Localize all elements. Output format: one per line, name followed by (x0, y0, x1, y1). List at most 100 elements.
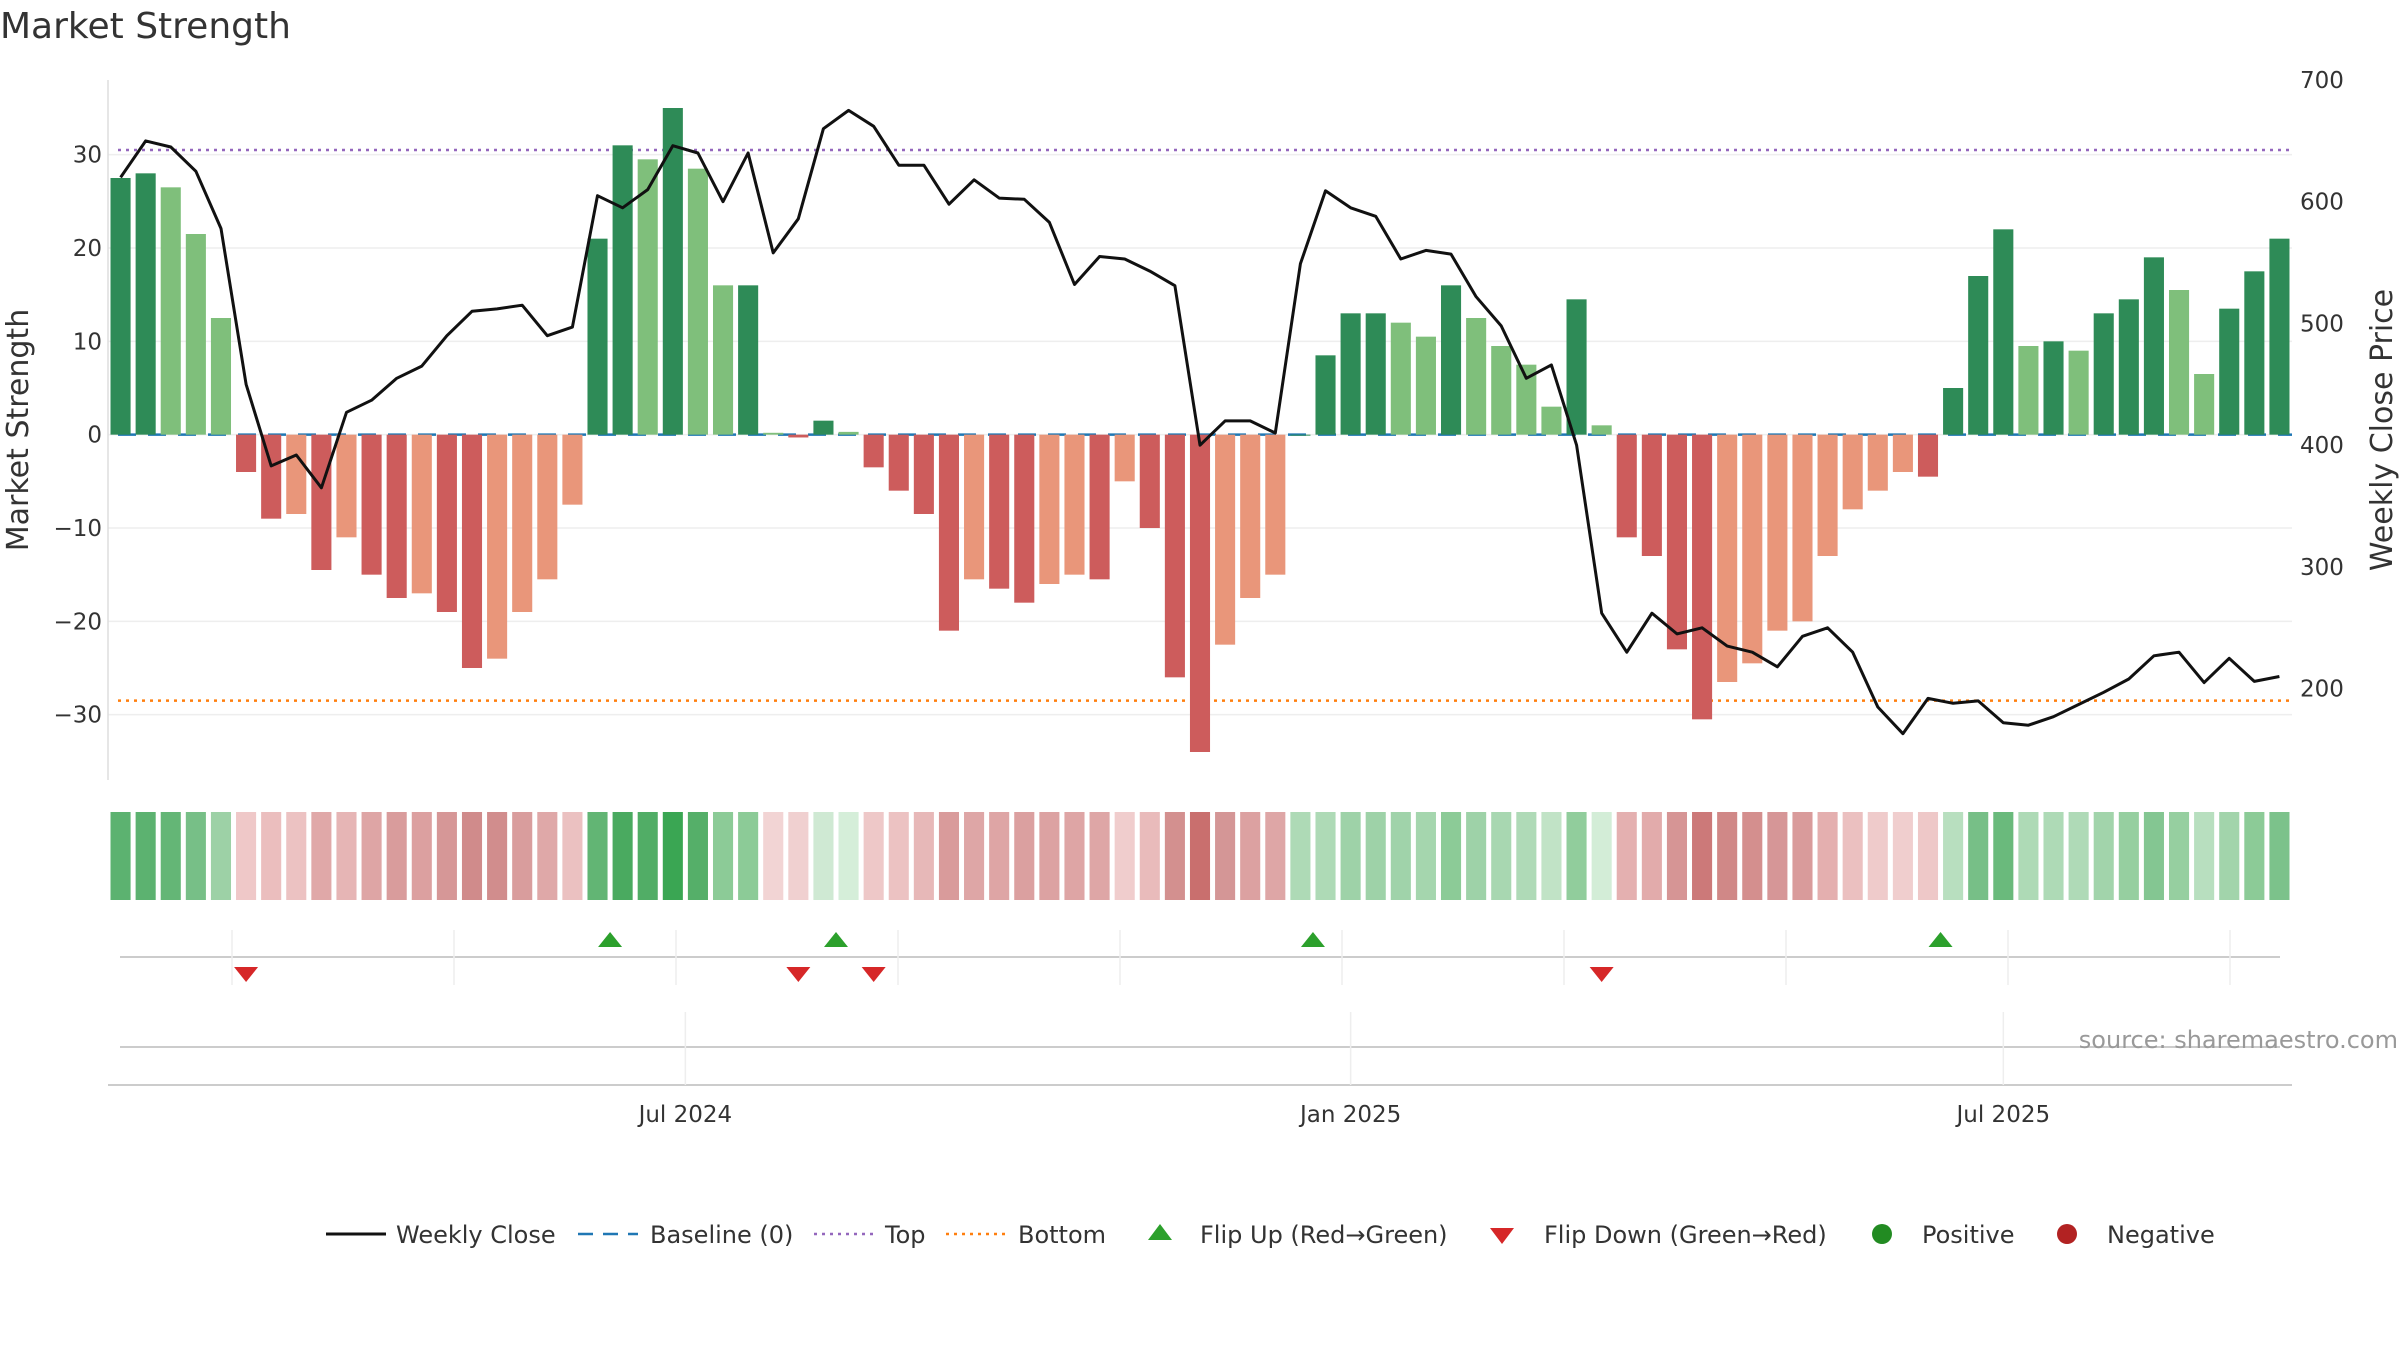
strength-bar (1591, 425, 1612, 435)
strength-bar (562, 434, 583, 505)
legend: Weekly Close Baseline (0) Top Bottom Flip Up… (326, 1221, 2215, 1249)
heat-cell (2194, 812, 2215, 900)
heat-cell (1315, 812, 1336, 900)
heat-cell (1516, 812, 1537, 900)
legend-label-weekly-close: Weekly Close (396, 1221, 556, 1249)
strength-bar (1993, 229, 2014, 435)
legend-swatch-negative (2057, 1224, 2077, 1244)
flip-down-marker (234, 967, 259, 982)
y-right-tick-label: 700 (2300, 68, 2344, 94)
strength-bar (286, 434, 307, 514)
legend-label-baseline: Baseline (0) (650, 1221, 793, 1249)
y-right-tick-label: 300 (2300, 555, 2344, 581)
strength-bar (838, 431, 859, 435)
heat-cell (712, 812, 734, 900)
heat-cell (436, 812, 457, 900)
legend-swatch-flip-up (1148, 1224, 1172, 1240)
strength-bar (738, 285, 759, 435)
strength-bar (863, 434, 884, 468)
heat-cell (1014, 812, 1035, 900)
y-left-tick-label: −20 (53, 609, 102, 635)
legend-label-positive: Positive (1922, 1221, 2015, 1249)
strength-bar (1215, 434, 1236, 645)
strength-bar (411, 434, 432, 594)
heat-cell (1340, 812, 1361, 900)
strength-bar (1415, 336, 1436, 435)
heat-cell (311, 812, 332, 900)
heat-cell (1943, 812, 1964, 900)
legend-label-top: Top (884, 1221, 926, 1249)
y-left-tick-label: 30 (73, 143, 102, 169)
strength-bar (813, 420, 834, 435)
heat-cell (1692, 812, 1713, 900)
y-left-tick-label: −10 (53, 516, 102, 542)
x-axis: Jul 2024 Jan 2025 Jul 2025 (108, 1012, 2292, 1128)
strength-bar (1892, 434, 1913, 472)
heat-cell (1591, 812, 1612, 900)
strength-bar (1064, 434, 1085, 575)
strength-bar (487, 434, 508, 659)
heat-cell (888, 812, 909, 900)
heat-cell (1215, 812, 1236, 900)
strength-bar (261, 434, 282, 519)
heat-cell (1566, 812, 1587, 900)
heat-cell (1767, 812, 1788, 900)
heat-cell (236, 812, 257, 900)
strength-bar (938, 434, 960, 631)
heat-cell (1390, 812, 1411, 900)
flip-up-marker (1300, 932, 1325, 947)
heat-cell (210, 812, 232, 900)
heat-cell (110, 812, 131, 900)
heat-cell (1139, 812, 1160, 900)
flip-down-marker (861, 967, 886, 982)
strength-bar (436, 434, 457, 612)
strength-bar (1692, 434, 1713, 720)
heat-cell (913, 812, 934, 900)
strength-bar (1139, 434, 1160, 528)
source-note: source: sharemaestro.com (2079, 1026, 2398, 1054)
heat-cell (1415, 812, 1436, 900)
heat-cell (1189, 812, 1211, 900)
heat-cell (487, 812, 508, 900)
heat-cell (1993, 812, 2014, 900)
strength-bar (2018, 346, 2039, 435)
strength-bar (1541, 406, 1562, 435)
y-right-tick-label: 600 (2300, 190, 2344, 216)
strength-bar (135, 173, 156, 435)
strength-bar (160, 187, 181, 435)
strength-bar (964, 434, 985, 580)
strength-bar (1842, 434, 1863, 510)
heat-cell (2018, 812, 2039, 900)
heat-cell (738, 812, 759, 900)
strength-bar (1717, 434, 1738, 682)
heat-cell (2043, 812, 2064, 900)
heat-cell (1290, 812, 1311, 900)
heat-cell (763, 812, 784, 900)
heat-cell (687, 812, 708, 900)
y-right-tick-label: 400 (2300, 433, 2344, 459)
strength-bar (361, 434, 382, 575)
heat-cell (1466, 812, 1487, 900)
strength-bar (989, 434, 1010, 589)
strength-bar (1817, 434, 1838, 556)
heat-cell (1817, 812, 1838, 900)
strength-bar (1290, 434, 1311, 436)
strength-bar (888, 434, 909, 491)
y-left-tick-label: 20 (73, 236, 102, 262)
strength-bar (1014, 434, 1035, 603)
heat-cell (1114, 812, 1135, 900)
weekly-close-line-layer (119, 108, 2280, 736)
heat-cell (662, 812, 683, 900)
heat-cell (2219, 812, 2240, 900)
strength-bar (1114, 434, 1135, 482)
strength-bar (210, 318, 232, 435)
strength-bar (311, 434, 332, 570)
flip-down-marker (786, 967, 811, 982)
heat-cell (286, 812, 307, 900)
strength-bar (2269, 238, 2290, 435)
heat-cell (1616, 812, 1637, 900)
strength-bar (537, 434, 558, 580)
heat-cell (1541, 812, 1562, 900)
strength-bar (1917, 434, 1939, 477)
heat-cell (1867, 812, 1888, 900)
